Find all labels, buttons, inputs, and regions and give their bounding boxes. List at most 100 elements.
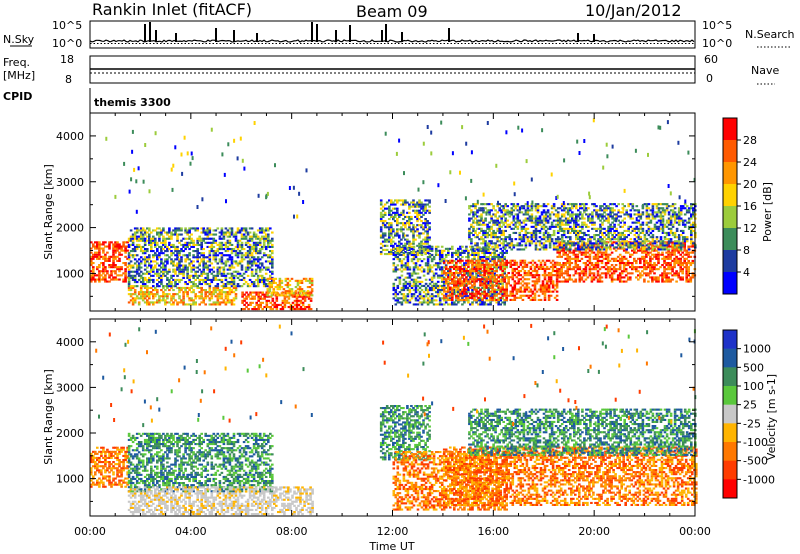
echo-cell (150, 291, 153, 294)
echo-cell (143, 237, 147, 240)
echo-cell (222, 243, 226, 246)
echo-cell (500, 234, 503, 237)
echo-cell (200, 243, 203, 246)
echo-cell (434, 268, 438, 271)
echo-cell (168, 285, 171, 288)
echo-cell (226, 295, 230, 298)
echo-cell (230, 274, 234, 277)
echo-cell (471, 259, 474, 262)
echo-cell (286, 292, 290, 295)
echo-cell (631, 264, 634, 267)
echo-cell (220, 297, 224, 300)
echo-cell (475, 265, 478, 268)
echo-cell (143, 295, 147, 298)
echo-cell (408, 207, 411, 210)
echo-cell (156, 256, 159, 259)
echo-cell (687, 245, 690, 248)
echo-cell (412, 278, 416, 281)
echo-cell (430, 299, 434, 302)
echo-cell (262, 285, 266, 288)
echo-cell (148, 293, 151, 296)
echo-cell (102, 266, 105, 269)
echo-cell (495, 280, 498, 283)
echo-cell (671, 270, 674, 273)
echo-cell (110, 274, 113, 277)
echo-cell (192, 245, 195, 248)
echo-cell (162, 293, 165, 296)
echo-cell (267, 295, 271, 298)
echo-cell (263, 297, 266, 300)
echo-cell (381, 244, 385, 247)
echo-cell (164, 264, 167, 267)
echo-cell (572, 280, 576, 283)
echo-cell (533, 265, 537, 268)
echo-cell (214, 250, 218, 253)
echo-cell (543, 263, 547, 266)
echo-cell (267, 227, 270, 230)
echo-cell (486, 244, 489, 247)
echo-cell (610, 264, 614, 267)
echo-cell (499, 267, 502, 270)
echo-cell (606, 262, 610, 265)
echo-cell (457, 278, 460, 281)
echo-cell (503, 294, 506, 297)
echo-cell (515, 267, 519, 270)
echo-cell (562, 251, 565, 254)
echo-cell (198, 239, 201, 242)
echo-cell (535, 278, 539, 281)
echo-cell (467, 301, 470, 304)
echo-cell (234, 274, 238, 277)
echo-cell (404, 203, 407, 206)
echo-cell (683, 257, 686, 260)
echo-cell (535, 272, 539, 275)
echo-cell (127, 285, 131, 288)
echo-cell (224, 301, 228, 304)
echo-cell (182, 299, 185, 302)
echo-cell (461, 297, 464, 300)
echo-cell (449, 270, 452, 273)
echo-cell (295, 295, 299, 298)
echo-cell (453, 286, 456, 289)
echo-cell (671, 253, 674, 256)
echo-cell (404, 295, 408, 298)
echo-cell (495, 293, 498, 296)
echo-cell (257, 299, 260, 302)
echo-cell (555, 290, 559, 293)
echo-cell (266, 277, 270, 280)
echo-cell (218, 295, 222, 298)
echo-cell (547, 286, 551, 289)
echo-cell (208, 250, 212, 253)
echo-cell (160, 252, 163, 255)
echo-cell (515, 282, 519, 285)
echo-cell (482, 207, 485, 210)
echo-cell (133, 281, 137, 284)
echo-cell (516, 244, 520, 247)
echo-cell (418, 236, 421, 239)
echo-cell (687, 251, 690, 254)
echo-cell (483, 284, 486, 287)
echo-cell (166, 250, 169, 253)
echo-cell (188, 227, 191, 230)
echo-cell (180, 243, 183, 246)
echo-cell (379, 213, 383, 216)
echo-cell (210, 281, 214, 284)
echo-cell (465, 282, 468, 285)
echo-cell (156, 262, 159, 265)
echo-cell (418, 301, 422, 304)
echo-cell (158, 276, 161, 279)
echo-cell (208, 270, 212, 273)
echo-cell (578, 266, 582, 269)
echo-cell (434, 303, 438, 306)
echo-cell (394, 211, 397, 214)
echo-cell (416, 258, 420, 261)
echo-cell (220, 278, 224, 281)
echo-cell (133, 245, 137, 248)
echo-cell (180, 268, 183, 271)
echo-cell (594, 257, 598, 260)
echo-cell (541, 265, 545, 268)
echo-cell (499, 286, 502, 289)
echo-cell (484, 246, 487, 249)
echo-cell (539, 298, 543, 301)
echo-cell (218, 245, 222, 248)
echo-cell (102, 257, 105, 260)
